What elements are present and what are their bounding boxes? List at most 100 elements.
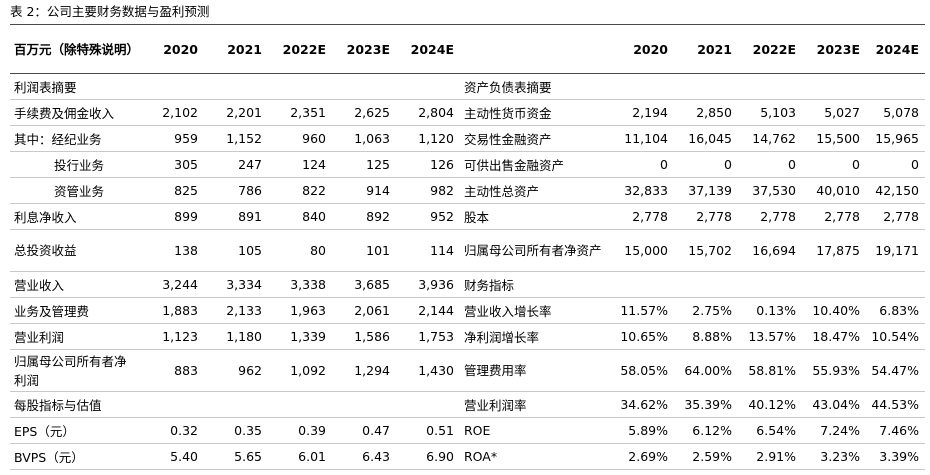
left-value-cell: 105 (204, 229, 268, 272)
right-value-cell (802, 271, 866, 298)
right-value-cell: 7.46% (866, 417, 925, 444)
table-row: 每股指标与估值 营业利润率 34.62% 35.39% 40.12% 43.04% 44.5… (10, 391, 925, 418)
right-value-cell: 16,694 (738, 229, 802, 272)
table-row: 利润表摘要 资产负债表摘要 (10, 73, 925, 100)
year-header: 2023E (332, 24, 396, 74)
right-value-cell: 11,104 (610, 125, 674, 152)
right-value-cell: 0.13% (738, 297, 802, 324)
year-header: 2021 (674, 24, 738, 74)
left-value-cell: 1,152 (204, 125, 268, 152)
left-value-cell (396, 391, 460, 418)
left-value-cell: 1,753 (396, 323, 460, 350)
left-value-cell: 1,092 (268, 349, 332, 392)
left-row-label: 资管业务 (10, 177, 140, 204)
left-value-cell: 899 (140, 203, 204, 230)
right-value-cell: 0 (738, 151, 802, 178)
right-value-cell: 14,762 (738, 125, 802, 152)
left-value-cell: 1,123 (140, 323, 204, 350)
right-row-label: 归属母公司所有者净资产 (460, 229, 610, 272)
right-value-cell: 64.00% (674, 349, 738, 392)
left-value-cell: 959 (140, 125, 204, 152)
right-value-cell: 2,850 (674, 99, 738, 126)
left-value-cell: 3,334 (204, 271, 268, 298)
right-value-cell: 37,139 (674, 177, 738, 204)
right-row-label: 营业利润率 (460, 391, 610, 418)
left-value-cell: 3,338 (268, 271, 332, 298)
table-row: 业务及管理费 1,883 2,133 1,963 2,061 2,144 营业收入增长率 11… (10, 297, 925, 324)
left-value-cell: 1,180 (204, 323, 268, 350)
right-row-label: 可供出售金融资产 (460, 151, 610, 178)
left-value-cell: 1,586 (332, 323, 396, 350)
right-value-cell (674, 73, 738, 100)
left-value-cell: 114 (396, 229, 460, 272)
left-value-cell: 6.01 (268, 443, 332, 470)
left-value-cell: 3,685 (332, 271, 396, 298)
right-value-cell: 6.54% (738, 417, 802, 444)
right-value-cell: 6.12% (674, 417, 738, 444)
left-row-label: 其中：经纪业务 (10, 125, 140, 152)
left-row-label: 手续费及佣金收入 (10, 99, 140, 126)
right-value-cell (738, 271, 802, 298)
table-row: 归属母公司所有者净利润 883 962 1,092 1,294 1,430 管理费用率 58.… (10, 349, 925, 392)
table-row: 投行业务 305 247 124 125 126 可供出售金融资产 0 0 0 0 0 (10, 151, 925, 178)
left-value-cell: 0.47 (332, 417, 396, 444)
left-value-cell: 1,339 (268, 323, 332, 350)
right-value-cell: 2.59% (674, 443, 738, 470)
left-value-cell: 124 (268, 151, 332, 178)
left-value-cell (204, 391, 268, 418)
year-header: 2021 (204, 24, 268, 74)
left-value-cell: 125 (332, 151, 396, 178)
table-row: EPS（元） 0.32 0.35 0.39 0.47 0.51 ROE 5.89% 6.12% 6… (10, 417, 925, 444)
year-header: 2022E (268, 24, 332, 74)
right-value-cell: 0 (610, 151, 674, 178)
right-value-cell: 40.12% (738, 391, 802, 418)
left-value-cell: 5.40 (140, 443, 204, 470)
financial-summary-table: 百万元（除特殊说明） 2020 2021 2022E 2023E 2024E 2… (10, 24, 925, 470)
right-value-cell (674, 271, 738, 298)
left-value-cell: 6.90 (396, 443, 460, 470)
right-value-cell: 3.39% (866, 443, 925, 470)
table-caption: 表 2：公司主要财务数据与盈利预测 (10, 4, 210, 19)
left-value-cell: 952 (396, 203, 460, 230)
right-value-cell: 5,027 (802, 99, 866, 126)
right-value-cell: 37,530 (738, 177, 802, 204)
right-value-cell (866, 271, 925, 298)
left-value-cell: 1,883 (140, 297, 204, 324)
right-value-cell: 32,833 (610, 177, 674, 204)
left-value-cell: 1,294 (332, 349, 396, 392)
left-value-cell: 2,102 (140, 99, 204, 126)
left-row-label: 总投资收益 (10, 229, 140, 272)
right-row-label: 资产负债表摘要 (460, 73, 610, 100)
left-row-label: 营业收入 (10, 271, 140, 298)
left-value-cell: 962 (204, 349, 268, 392)
right-row-label: 财务指标 (460, 271, 610, 298)
right-value-cell: 10.40% (802, 297, 866, 324)
table-row: 手续费及佣金收入 2,102 2,201 2,351 2,625 2,804 主动性货币资金… (10, 99, 925, 126)
left-value-cell: 0.35 (204, 417, 268, 444)
right-value-cell: 11.57% (610, 297, 674, 324)
left-row-label: EPS（元） (10, 417, 140, 444)
left-value-cell: 138 (140, 229, 204, 272)
left-value-cell: 2,133 (204, 297, 268, 324)
right-value-cell: 0 (866, 151, 925, 178)
table-row: 总投资收益 138 105 80 101 114 归属母公司所有者净资产 15,000 15,7… (10, 229, 925, 272)
right-value-cell: 18.47% (802, 323, 866, 350)
right-value-cell (610, 73, 674, 100)
left-value-cell: 840 (268, 203, 332, 230)
right-value-cell: 2.69% (610, 443, 674, 470)
table-row: 其中：经纪业务 959 1,152 960 1,063 1,120 交易性金融资产 11,10… (10, 125, 925, 152)
right-row-label: 交易性金融资产 (460, 125, 610, 152)
left-value-cell (204, 73, 268, 100)
left-value-cell: 2,625 (332, 99, 396, 126)
left-value-cell (332, 73, 396, 100)
right-value-cell: 15,965 (866, 125, 925, 152)
right-value-cell (802, 73, 866, 100)
left-row-label: 投行业务 (10, 151, 140, 178)
right-value-cell: 10.65% (610, 323, 674, 350)
right-value-cell: 40,010 (802, 177, 866, 204)
right-value-cell: 5,078 (866, 99, 925, 126)
right-value-cell: 0 (674, 151, 738, 178)
right-value-cell: 58.81% (738, 349, 802, 392)
right-value-cell: 7.24% (802, 417, 866, 444)
unit-label: 百万元（除特殊说明） (10, 24, 140, 74)
